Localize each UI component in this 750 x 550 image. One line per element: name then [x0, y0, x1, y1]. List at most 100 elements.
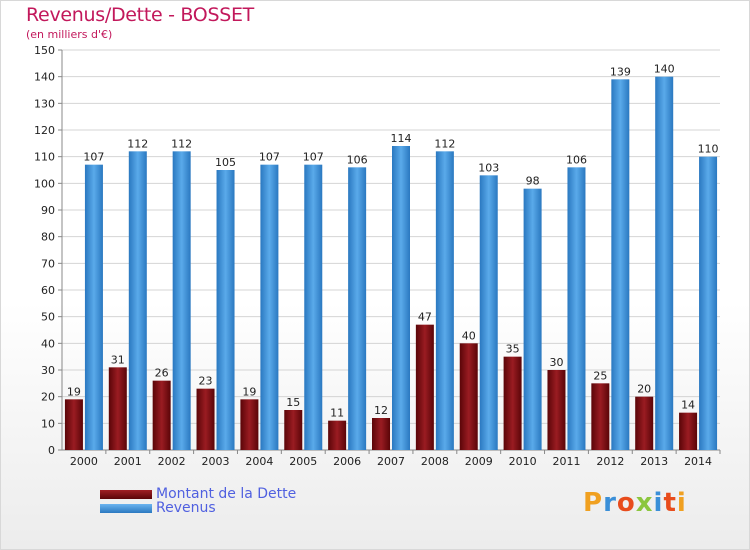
data-label-revenus-2008: 112 [434, 137, 455, 150]
data-label-dette-2000: 19 [67, 385, 81, 398]
bar-dette-2001 [108, 367, 127, 450]
logo-letter: t [663, 488, 677, 518]
data-label-dette-2012: 25 [593, 369, 607, 382]
data-label-dette-2010: 35 [506, 343, 520, 356]
y-tick-label-70: 70 [41, 257, 55, 270]
logo-letter: x [635, 488, 654, 518]
x-tick-label-2010: 2010 [509, 455, 537, 468]
data-label-revenus-2007: 114 [391, 132, 412, 145]
data-label-revenus-2009: 103 [478, 161, 499, 174]
bar-revenus-2002 [172, 151, 191, 451]
bar-revenus-2011 [567, 167, 586, 451]
data-label-dette-2009: 40 [462, 329, 476, 342]
x-tick-label-2014: 2014 [684, 455, 712, 468]
data-label-revenus-2014: 110 [698, 143, 719, 156]
x-tick-label-2009: 2009 [465, 455, 493, 468]
bar-revenus-2013 [655, 76, 674, 451]
bar-revenus-2004 [260, 164, 279, 450]
data-label-revenus-2001: 112 [127, 137, 148, 150]
bar-dette-2004 [240, 399, 259, 450]
bar-dette-2002 [152, 380, 171, 450]
logo-letter: i [653, 488, 664, 518]
y-tick-label-120: 120 [34, 124, 55, 137]
data-label-dette-2014: 14 [681, 399, 695, 412]
bar-dette-2009 [459, 343, 478, 450]
logo-letter: r [603, 488, 617, 518]
legend-item-revenus: Revenus [100, 500, 216, 516]
x-tick-label-2000: 2000 [70, 455, 98, 468]
legend-swatch-dette [100, 489, 152, 499]
y-tick-label-130: 130 [34, 97, 55, 110]
bar-revenus-2009 [479, 175, 498, 451]
data-label-revenus-2012: 139 [610, 65, 631, 78]
bar-revenus-2008 [435, 151, 454, 451]
data-label-revenus-2010: 98 [526, 175, 540, 188]
x-tick-label-2004: 2004 [245, 455, 273, 468]
bar-revenus-2000 [84, 164, 103, 450]
x-tick-label-2012: 2012 [596, 455, 624, 468]
bar-dette-2012 [591, 383, 610, 450]
data-label-revenus-2003: 105 [215, 156, 236, 169]
y-tick-label-10: 10 [41, 417, 55, 430]
data-label-dette-2002: 26 [155, 367, 169, 380]
bar-revenus-2003 [216, 170, 235, 450]
x-tick-label-2005: 2005 [289, 455, 317, 468]
y-tick-label-60: 60 [41, 284, 55, 297]
data-label-revenus-2002: 112 [171, 137, 192, 150]
bar-dette-2006 [328, 420, 347, 450]
y-tick-label-40: 40 [41, 337, 55, 350]
data-label-dette-2008: 47 [418, 311, 432, 324]
data-label-revenus-2013: 140 [654, 63, 675, 76]
y-tick-label-150: 150 [34, 44, 55, 57]
logo-letter: o [616, 488, 636, 518]
data-label-dette-2003: 23 [199, 375, 213, 388]
bar-revenus-2007 [392, 146, 410, 450]
data-label-revenus-2005: 107 [303, 151, 324, 164]
x-tick-label-2006: 2006 [333, 455, 361, 468]
bar-revenus-2010 [523, 188, 542, 450]
data-label-dette-2001: 31 [111, 353, 125, 366]
y-tick-label-0: 0 [48, 444, 55, 457]
data-label-dette-2004: 19 [242, 385, 256, 398]
x-tick-label-2013: 2013 [640, 455, 668, 468]
y-tick-label-20: 20 [41, 391, 55, 404]
legend-item-dette: Montant de la Dette [100, 486, 296, 502]
bar-dette-2011 [547, 370, 566, 450]
data-label-revenus-2011: 106 [566, 153, 587, 166]
x-tick-label-2001: 2001 [114, 455, 142, 468]
data-label-dette-2007: 12 [374, 404, 388, 417]
x-tick-label-2011: 2011 [552, 455, 580, 468]
logo-letter: P [583, 488, 604, 518]
bar-dette-2010 [503, 356, 522, 450]
bar-dette-2008 [415, 324, 434, 450]
y-tick-label-100: 100 [34, 177, 55, 190]
x-tick-label-2002: 2002 [158, 455, 186, 468]
legend-label-revenus: Revenus [156, 500, 216, 516]
y-tick-label-30: 30 [41, 364, 55, 377]
y-tick-label-110: 110 [34, 151, 55, 164]
proxiti-logo: Proxiti [583, 488, 687, 518]
data-label-revenus-2000: 107 [83, 151, 104, 164]
chart-subtitle: (en milliers d'€) [26, 28, 113, 41]
bar-dette-2014 [679, 412, 698, 450]
bar-dette-2007 [372, 418, 390, 450]
bar-revenus-2001 [128, 151, 147, 451]
bar-dette-2013 [635, 396, 654, 450]
data-label-dette-2005: 15 [286, 396, 300, 409]
y-tick-label-50: 50 [41, 311, 55, 324]
x-tick-label-2003: 2003 [202, 455, 230, 468]
bar-revenus-2006 [348, 167, 367, 451]
y-tick-label-140: 140 [34, 71, 55, 84]
legend-swatch-revenus [100, 503, 152, 513]
data-label-revenus-2004: 107 [259, 151, 280, 164]
bar-revenus-2012 [611, 79, 630, 450]
bar-dette-2005 [284, 410, 303, 450]
bar-revenus-2005 [304, 164, 323, 450]
data-label-dette-2011: 30 [549, 356, 563, 369]
logo-letter: i [676, 488, 687, 518]
data-label-revenus-2006: 106 [347, 153, 368, 166]
legend-label-dette: Montant de la Dette [156, 486, 297, 502]
chart-title: Revenus/Dette - BOSSET [26, 4, 254, 26]
x-tick-label-2007: 2007 [377, 455, 405, 468]
